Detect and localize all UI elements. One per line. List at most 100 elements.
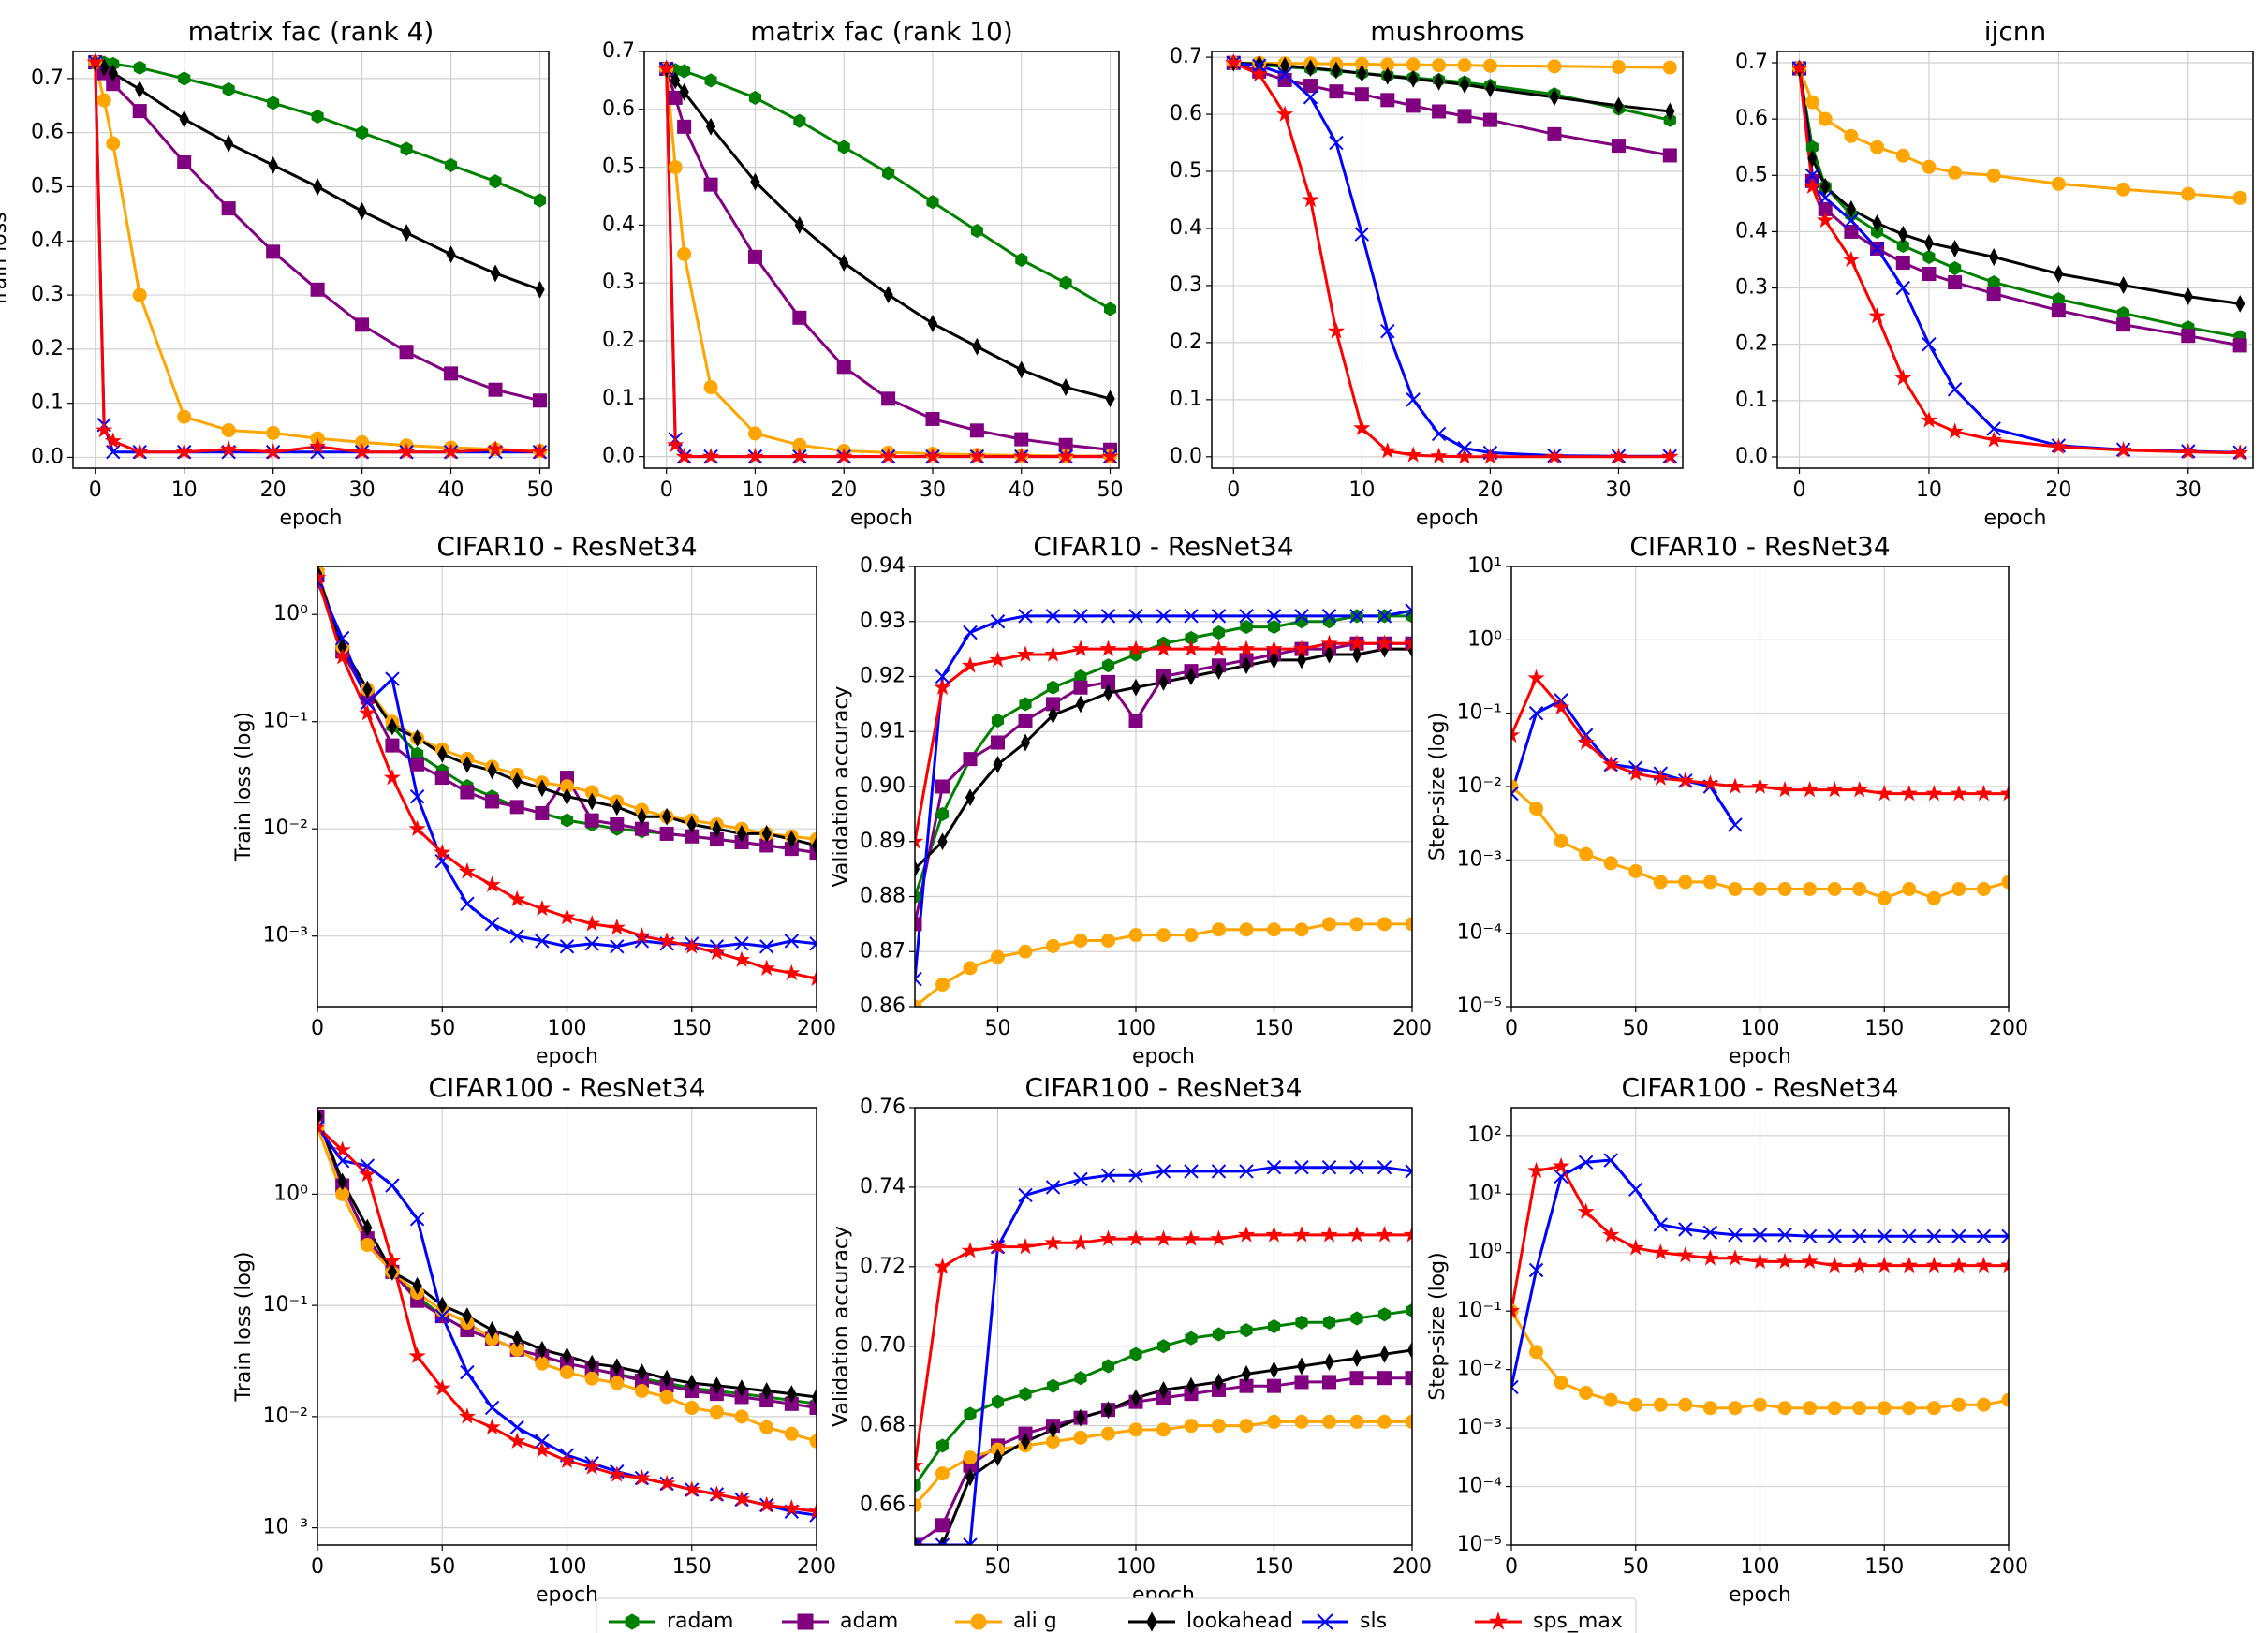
marker xyxy=(811,836,817,855)
marker xyxy=(1920,411,1938,428)
marker xyxy=(1827,882,1842,897)
marker xyxy=(1239,922,1254,937)
marker xyxy=(408,819,426,836)
marker xyxy=(1101,934,1115,948)
marker xyxy=(734,936,749,951)
plot-area xyxy=(915,1159,1412,1545)
marker xyxy=(1922,267,1937,282)
marker xyxy=(1432,58,1447,73)
marker xyxy=(437,744,448,763)
marker xyxy=(487,1321,497,1339)
marker xyxy=(1351,1349,1362,1367)
marker xyxy=(445,157,458,172)
marker xyxy=(1790,59,1808,76)
marker xyxy=(1045,1180,1061,1195)
x-tick-label: 0 xyxy=(1227,478,1240,502)
legend-label: radam xyxy=(667,1610,733,1633)
marker xyxy=(1269,1361,1279,1379)
marker xyxy=(1579,846,1594,861)
marker xyxy=(132,287,147,302)
marker xyxy=(1457,109,1472,124)
marker xyxy=(1902,1228,1917,1244)
marker xyxy=(709,1405,724,1420)
marker xyxy=(1406,392,1421,407)
marker xyxy=(637,807,647,826)
y-tick-label: 0.4 xyxy=(1735,219,1768,243)
marker xyxy=(935,779,950,794)
marker xyxy=(1267,620,1281,635)
marker xyxy=(1045,609,1061,624)
marker xyxy=(915,1478,921,1493)
y-tick-label: 10⁻⁴ xyxy=(1457,921,1503,945)
marker xyxy=(1155,1229,1172,1246)
marker xyxy=(1073,934,1088,948)
y-tick-label: 0.3 xyxy=(1735,276,1768,300)
y-tick-label: 0.7 xyxy=(602,39,635,63)
marker xyxy=(360,1238,375,1253)
marker xyxy=(1900,784,1918,802)
marker xyxy=(1552,698,1570,715)
y-tick-label: 0.0 xyxy=(602,445,635,468)
marker xyxy=(483,875,501,892)
marker xyxy=(915,1456,924,1473)
y-tick-label: 0.66 xyxy=(860,1493,906,1517)
marker xyxy=(1266,1159,1282,1175)
marker xyxy=(736,824,747,843)
marker xyxy=(359,704,376,721)
marker xyxy=(637,1363,647,1382)
subplot-title: ijcnn xyxy=(1984,16,2046,47)
marker xyxy=(969,423,984,438)
marker xyxy=(179,110,189,128)
marker xyxy=(1292,1226,1311,1243)
marker xyxy=(1662,148,1677,163)
marker xyxy=(1324,645,1334,664)
marker xyxy=(1184,609,1199,624)
x-tick-label: 100 xyxy=(548,1017,587,1040)
marker xyxy=(809,936,817,951)
marker xyxy=(1775,1252,1794,1270)
marker xyxy=(1775,780,1794,798)
legend-label: ali g xyxy=(1013,1610,1057,1633)
series-line xyxy=(665,67,1111,401)
marker xyxy=(1240,620,1253,635)
marker xyxy=(965,788,976,807)
marker xyxy=(1877,890,1892,905)
marker xyxy=(1577,1202,1595,1219)
plot-area xyxy=(1511,1153,2009,1416)
marker xyxy=(1103,1401,1113,1420)
marker xyxy=(1211,609,1227,624)
subplot: CIFAR10 - ResNet34 epoch Validation accura… xyxy=(830,531,1432,1068)
x-tick-label: 150 xyxy=(1255,1017,1294,1040)
x-tick-label: 200 xyxy=(1989,1555,2028,1579)
marker xyxy=(1406,98,1421,113)
marker xyxy=(1130,1389,1141,1407)
marker xyxy=(659,826,674,841)
marker xyxy=(915,832,924,849)
marker xyxy=(1999,784,2009,802)
marker xyxy=(1406,57,1421,72)
marker xyxy=(1926,1401,1941,1416)
marker xyxy=(784,1426,799,1441)
y-tick-label: 0.3 xyxy=(602,271,635,294)
marker xyxy=(1075,1408,1086,1427)
marker xyxy=(1321,609,1337,624)
marker xyxy=(1322,1414,1336,1429)
marker xyxy=(1019,697,1032,712)
marker xyxy=(434,844,451,861)
marker xyxy=(311,109,324,124)
y-tick-label: 0.94 xyxy=(860,554,906,578)
marker xyxy=(1676,772,1694,788)
axes-frame xyxy=(643,51,1120,469)
x-tick-label: 10 xyxy=(171,478,198,502)
marker xyxy=(2232,338,2247,353)
marker xyxy=(1331,61,1342,80)
marker xyxy=(362,1218,373,1237)
marker xyxy=(266,244,281,259)
marker xyxy=(1529,1345,1544,1360)
subplot-title: mushrooms xyxy=(1370,16,1524,47)
marker xyxy=(535,934,550,949)
marker xyxy=(133,60,146,75)
marker xyxy=(1210,640,1228,656)
marker xyxy=(1528,705,1544,721)
marker xyxy=(683,937,700,954)
